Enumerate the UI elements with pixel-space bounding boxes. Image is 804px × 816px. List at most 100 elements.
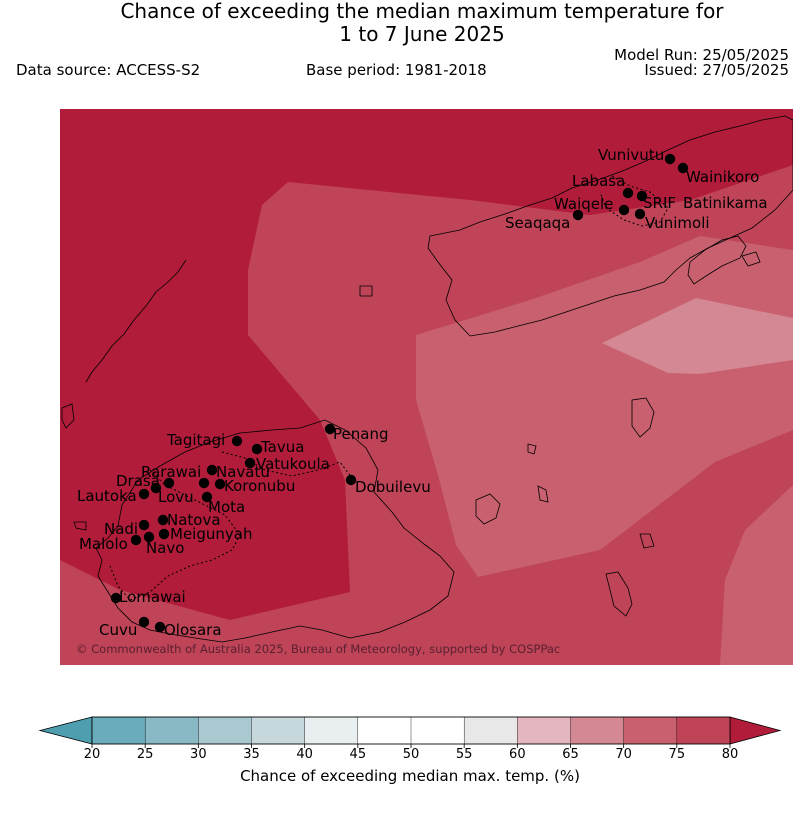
- probability-map: [60, 109, 793, 665]
- copyright-notice: © Commonwealth of Australia 2025, Bureau…: [76, 642, 560, 656]
- islet-6: [527, 443, 537, 455]
- station-marker[interactable]: [130, 534, 142, 546]
- station-label: Penang: [333, 425, 388, 443]
- station-marker[interactable]: [206, 464, 218, 476]
- colorbar-tick-label: 50: [403, 747, 420, 762]
- station-label: Lovu: [158, 488, 194, 506]
- colorbar-over-arrow: [729, 716, 782, 745]
- colorbar-tick-label: 65: [562, 747, 579, 762]
- station-label: Vatukoula: [256, 455, 330, 473]
- colorbar-segment: [304, 716, 359, 745]
- station-marker[interactable]: [110, 592, 122, 604]
- station-markers: [110, 153, 689, 633]
- yasawa-chain: [85, 259, 187, 383]
- station-marker[interactable]: [622, 187, 634, 199]
- zone-65-70-southeast: [720, 485, 793, 665]
- station-marker[interactable]: [138, 488, 150, 500]
- station-marker[interactable]: [214, 478, 226, 490]
- station-label: Nadi: [104, 520, 138, 538]
- colorbar-tick-label: 25: [137, 747, 154, 762]
- station-marker[interactable]: [324, 423, 336, 435]
- station-label: Dobuilevu: [355, 478, 431, 496]
- islet-4: [605, 571, 633, 617]
- boundary-west: [109, 469, 241, 601]
- station-label: Waiqele: [554, 195, 613, 213]
- vanua-levu-coast: [427, 115, 793, 337]
- station-label: Labasa: [572, 172, 625, 190]
- islet-7: [639, 533, 655, 549]
- station-label: Malolo: [79, 535, 128, 553]
- station-marker[interactable]: [154, 621, 166, 633]
- station-marker[interactable]: [244, 457, 256, 469]
- islet-9: [73, 521, 87, 531]
- station-marker[interactable]: [572, 209, 584, 221]
- station-label: Batinikama: [683, 194, 768, 212]
- colorbar-tick-label: 45: [350, 747, 367, 762]
- colorbar-segments: [91, 716, 731, 745]
- boundary-north: [599, 175, 669, 227]
- colorbar-segment: [517, 716, 572, 745]
- station-marker[interactable]: [150, 482, 162, 494]
- station-marker[interactable]: [618, 204, 630, 216]
- islet-3: [475, 493, 501, 525]
- station-label: Mota: [208, 498, 245, 516]
- data-source-label: Data source: ACCESS-S2: [16, 61, 201, 79]
- station-label: Wainikoro: [686, 168, 759, 186]
- title-line-1: Chance of exceeding the median maximum t…: [120, 0, 724, 23]
- station-marker[interactable]: [231, 435, 243, 447]
- station-marker[interactable]: [634, 208, 646, 220]
- station-marker[interactable]: [198, 477, 210, 489]
- colorbar-segment: [144, 716, 199, 745]
- station-marker[interactable]: [157, 514, 169, 526]
- colorbar-tick-label: 80: [722, 747, 739, 762]
- colorbar-tick-label: 35: [243, 747, 260, 762]
- colorbar-segment: [623, 716, 678, 745]
- islet-1: [359, 285, 373, 297]
- colorbar-tick-label: 70: [615, 747, 632, 762]
- station-marker[interactable]: [143, 531, 155, 543]
- colorbar-tick-label: 75: [669, 747, 686, 762]
- station-label: SRIF: [643, 194, 676, 212]
- station-label: Lomawai: [119, 588, 186, 606]
- station-label: Cuvu: [99, 621, 137, 639]
- colorbar-tick-label: 40: [296, 747, 313, 762]
- station-label: Meigunyah: [170, 525, 252, 543]
- islet-10: [741, 251, 761, 267]
- station-label: Rarawai: [141, 463, 201, 481]
- colorbar-tick-label: 55: [456, 747, 473, 762]
- colorbar-tick-label: 30: [190, 747, 207, 762]
- islet-5: [537, 485, 549, 503]
- station-label: Seaqaqa: [505, 214, 570, 232]
- station-marker[interactable]: [158, 528, 170, 540]
- station-label: Drasa: [116, 472, 160, 490]
- station-marker[interactable]: [251, 443, 263, 455]
- colorbar-segment: [410, 716, 465, 745]
- colorbar-tick-label: 20: [84, 747, 101, 762]
- station-labels: Vunivutu Wainikoro Labasa Waiqele SRIF B…: [77, 146, 768, 639]
- colorbar-segment: [357, 716, 412, 745]
- colorbar-ticks: 20 25 30 35 40 45 50 55 60 65 70 75 80: [84, 744, 739, 762]
- station-label: Vunimoli: [645, 214, 710, 232]
- title-line-2: 1 to 7 June 2025: [339, 22, 505, 46]
- colorbar-segment: [570, 716, 625, 745]
- zone-60-65: [602, 298, 793, 374]
- model-run-label: Model Run: 25/05/2025: [614, 46, 789, 64]
- issued-label: Issued: 27/05/2025: [644, 61, 789, 79]
- station-marker[interactable]: [636, 190, 648, 202]
- station-marker[interactable]: [138, 519, 150, 531]
- colorbar: 20 25 30 35 40 45 50 55 60 65 70 75 80 Chance of exc…: [38, 716, 782, 785]
- station-marker[interactable]: [201, 491, 213, 503]
- colorbar-under-arrow: [38, 716, 93, 745]
- station-marker[interactable]: [163, 477, 175, 489]
- station-marker[interactable]: [677, 162, 689, 174]
- district-boundaries: [109, 175, 669, 601]
- colorbar-title: Chance of exceeding median max. temp. (%…: [240, 767, 580, 785]
- station-label: Navo: [146, 539, 184, 557]
- station-marker[interactable]: [664, 153, 676, 165]
- colorbar-segment: [91, 716, 146, 745]
- station-marker[interactable]: [138, 616, 150, 628]
- station-marker[interactable]: [345, 474, 357, 486]
- base-period-label: Base period: 1981-2018: [306, 61, 487, 79]
- taveuni-coast: [687, 235, 747, 285]
